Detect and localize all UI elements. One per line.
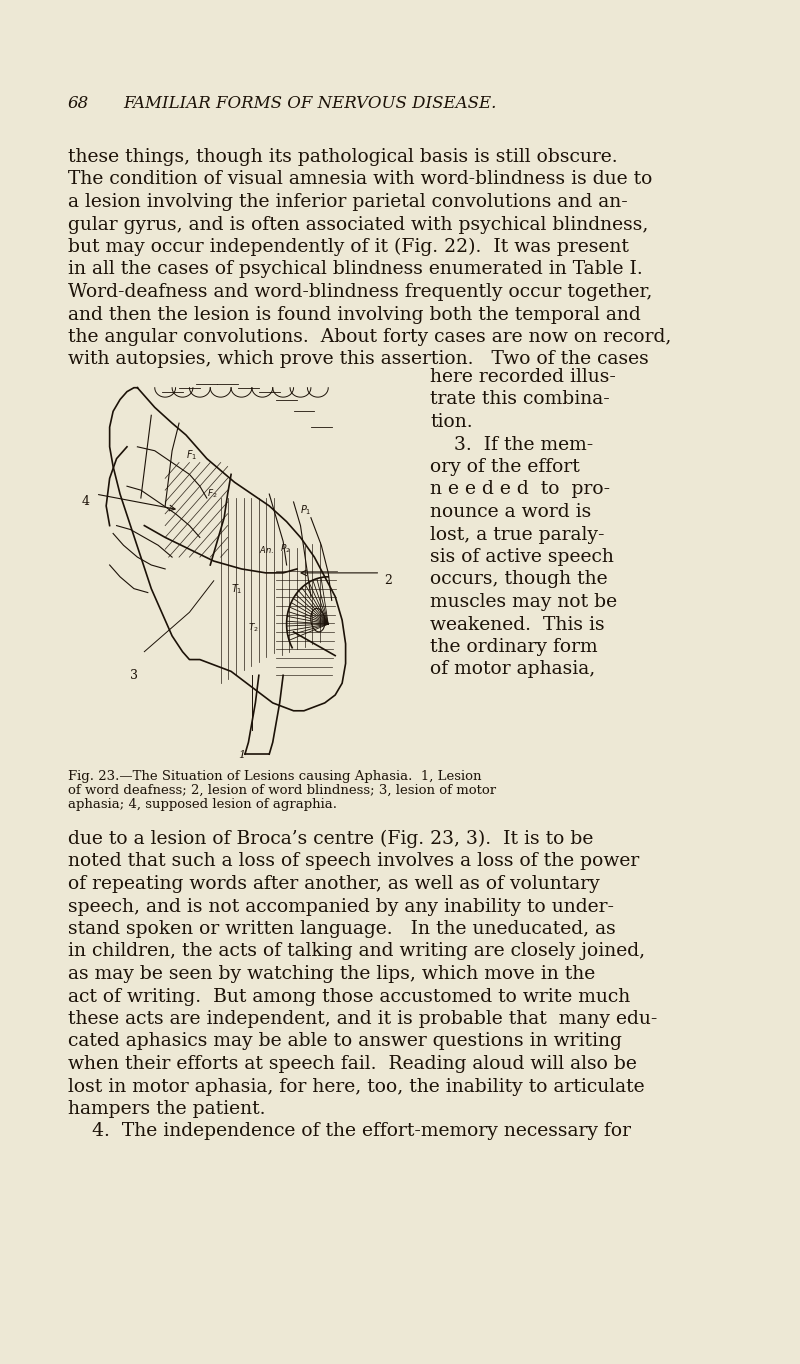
Text: act of writing.  But among those accustomed to write much: act of writing. But among those accustom… xyxy=(68,988,630,1005)
Text: $T_2$: $T_2$ xyxy=(249,622,259,634)
Text: stand spoken or written language.   In the uneducated, as: stand spoken or written language. In the… xyxy=(68,919,616,938)
Text: and then the lesion is found involving both the temporal and: and then the lesion is found involving b… xyxy=(68,306,641,323)
Text: FAMILIAR FORMS OF NERVOUS DISEASE.: FAMILIAR FORMS OF NERVOUS DISEASE. xyxy=(123,95,496,112)
Text: $P_2$: $P_2$ xyxy=(280,543,290,555)
Text: 4.  The independence of the effort-memory necessary for: 4. The independence of the effort-memory… xyxy=(68,1123,631,1140)
Text: weakened.  This is: weakened. This is xyxy=(430,615,605,633)
Text: $P_1$: $P_1$ xyxy=(301,503,312,517)
Text: occurs, though the: occurs, though the xyxy=(430,570,608,588)
Text: of word deafness; 2, lesion of word blindness; 3, lesion of motor: of word deafness; 2, lesion of word blin… xyxy=(68,784,496,797)
Text: in children, the acts of talking and writing are closely joined,: in children, the acts of talking and wri… xyxy=(68,943,645,960)
Text: $F_1$: $F_1$ xyxy=(186,447,197,461)
Text: these things, though its pathological basis is still obscure.: these things, though its pathological ba… xyxy=(68,149,618,166)
Text: gular gyrus, and is often associated with psychical blindness,: gular gyrus, and is often associated wit… xyxy=(68,216,648,233)
Text: here recorded illus-: here recorded illus- xyxy=(430,368,616,386)
Text: 2: 2 xyxy=(384,574,392,588)
Text: 68: 68 xyxy=(68,95,90,112)
Text: Fig. 23.—The Situation of Lesions causing Aphasia.  1, Lesion: Fig. 23.—The Situation of Lesions causin… xyxy=(68,771,482,783)
Text: the ordinary form: the ordinary form xyxy=(430,638,598,656)
Text: lost, a true paraly-: lost, a true paraly- xyxy=(430,525,605,543)
Text: noted that such a loss of speech involves a loss of the power: noted that such a loss of speech involve… xyxy=(68,852,639,870)
Text: of repeating words after another, as well as of voluntary: of repeating words after another, as wel… xyxy=(68,874,600,893)
Text: muscles may not be: muscles may not be xyxy=(430,593,617,611)
Text: 4: 4 xyxy=(82,495,90,509)
Text: speech, and is not accompanied by any inability to under-: speech, and is not accompanied by any in… xyxy=(68,898,614,915)
Text: of motor aphasia,: of motor aphasia, xyxy=(430,660,595,678)
Text: aphasia; 4, supposed lesion of agraphia.: aphasia; 4, supposed lesion of agraphia. xyxy=(68,798,337,812)
Text: as may be seen by watching the lips, which move in the: as may be seen by watching the lips, whi… xyxy=(68,964,595,983)
Text: when their efforts at speech fail.  Reading aloud will also be: when their efforts at speech fail. Readi… xyxy=(68,1054,637,1073)
Text: with autopsies, which prove this assertion.   Two of the cases: with autopsies, which prove this asserti… xyxy=(68,351,649,368)
Text: due to a lesion of Broca’s centre (Fig. 23, 3).  It is to be: due to a lesion of Broca’s centre (Fig. … xyxy=(68,831,594,848)
Text: ory of the effort: ory of the effort xyxy=(430,458,580,476)
Text: these acts are independent, and it is probable that  many edu-: these acts are independent, and it is pr… xyxy=(68,1009,658,1028)
Ellipse shape xyxy=(310,608,325,632)
Text: hampers the patient.: hampers the patient. xyxy=(68,1099,266,1118)
Text: lost in motor aphasia, for here, too, the inability to articulate: lost in motor aphasia, for here, too, th… xyxy=(68,1078,645,1095)
Text: nounce a word is: nounce a word is xyxy=(430,503,591,521)
Text: $An.$: $An.$ xyxy=(259,544,274,555)
Text: a lesion involving the inferior parietal convolutions and an-: a lesion involving the inferior parietal… xyxy=(68,192,628,211)
Text: $T_1$: $T_1$ xyxy=(231,581,242,596)
Text: 3: 3 xyxy=(130,668,138,682)
Text: n e e d e d  to  pro-: n e e d e d to pro- xyxy=(430,480,610,498)
Text: $F_2$: $F_2$ xyxy=(206,488,218,501)
Text: trate this combina-: trate this combina- xyxy=(430,390,610,408)
Text: sis of active speech: sis of active speech xyxy=(430,548,614,566)
Text: cated aphasics may be able to answer questions in writing: cated aphasics may be able to answer que… xyxy=(68,1033,622,1050)
Text: tion.: tion. xyxy=(430,413,473,431)
Text: but may occur independently of it (Fig. 22).  It was present: but may occur independently of it (Fig. … xyxy=(68,237,629,256)
Text: in all the cases of psychical blindness enumerated in Table I.: in all the cases of psychical blindness … xyxy=(68,261,642,278)
Text: 1: 1 xyxy=(238,750,245,760)
Text: the angular convolutions.  About forty cases are now on record,: the angular convolutions. About forty ca… xyxy=(68,327,671,346)
Text: 3.  If the mem-: 3. If the mem- xyxy=(430,435,594,453)
Text: Word-deafness and word-blindness frequently occur together,: Word-deafness and word-blindness frequen… xyxy=(68,282,652,301)
Text: The condition of visual amnesia with word-blindness is due to: The condition of visual amnesia with wor… xyxy=(68,170,652,188)
